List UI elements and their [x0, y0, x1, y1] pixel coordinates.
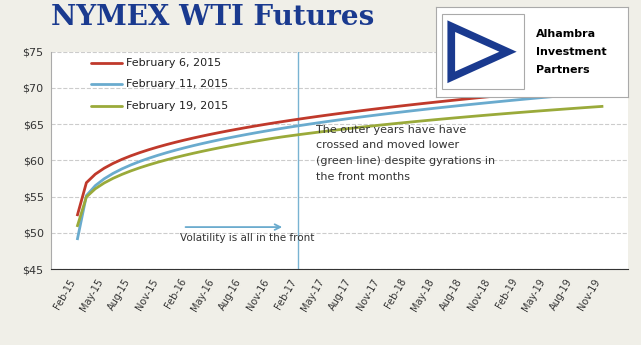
Bar [442, 14, 524, 89]
Text: Alhambra: Alhambra [536, 29, 596, 39]
Text: Investment: Investment [536, 47, 606, 57]
Text: NYMEX WTI Futures: NYMEX WTI Futures [51, 4, 374, 31]
Text: Volatility is all in the front: Volatility is all in the front [180, 233, 315, 243]
Text: February 11, 2015: February 11, 2015 [126, 79, 229, 89]
Polygon shape [455, 32, 499, 71]
Text: February 19, 2015: February 19, 2015 [126, 101, 229, 111]
Polygon shape [447, 20, 517, 83]
Text: The outer years have have
crossed and moved lower
(green line) despite gyrations: The outer years have have crossed and mo… [316, 125, 495, 181]
Text: Partners: Partners [536, 65, 590, 75]
Text: February 6, 2015: February 6, 2015 [126, 58, 222, 68]
